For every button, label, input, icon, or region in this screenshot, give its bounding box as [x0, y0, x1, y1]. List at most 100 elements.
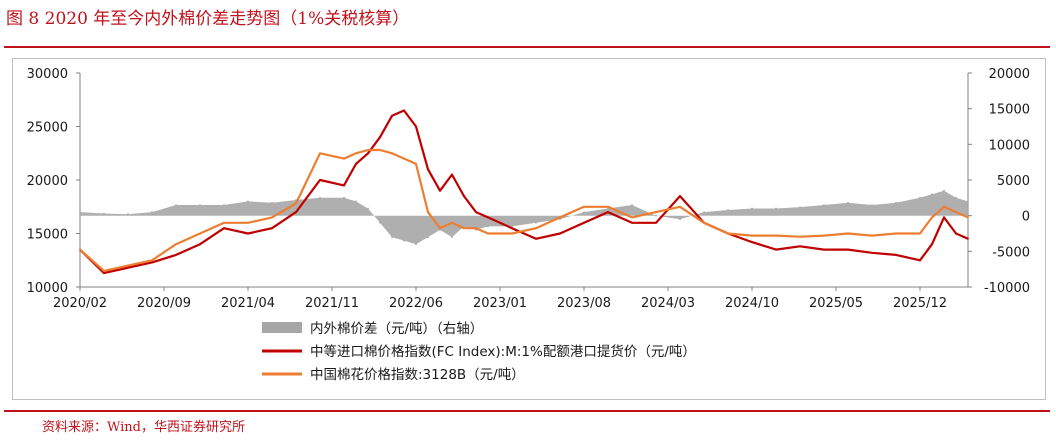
fc-index-line-point	[427, 168, 429, 171]
spread-area-point	[727, 209, 729, 211]
spread-area-point	[631, 204, 633, 206]
right-tick-label: -5000	[992, 245, 1030, 260]
spread-area-point	[415, 243, 417, 246]
cc-index-line-point	[559, 216, 561, 219]
fc-index-line-point	[451, 173, 453, 176]
fc-index-line-point	[847, 248, 849, 251]
fc-index-line-point	[475, 211, 477, 214]
spread-area-point	[451, 236, 453, 239]
cc-index-line-point	[79, 248, 81, 251]
spread-area-point	[919, 196, 921, 199]
fc-index-line-point	[367, 152, 369, 155]
spread-area-point	[703, 211, 705, 214]
fc-index-line-point	[943, 216, 945, 219]
spread-area-point	[823, 204, 825, 206]
x-tick-label: 2020/09	[137, 296, 191, 311]
spread-area-point	[403, 239, 405, 242]
spread-area-point	[199, 204, 201, 206]
spread-area-point	[943, 189, 945, 192]
cc-index-line-point	[451, 221, 453, 224]
spread-area-point	[895, 201, 897, 204]
right-tick-label: 5000	[997, 174, 1030, 189]
fc-index-line-point	[919, 259, 921, 262]
cc-index-line-point	[487, 232, 489, 235]
fc-index-line-point	[655, 221, 657, 224]
spread-area-point	[583, 211, 585, 214]
x-tick-label: 2024/10	[725, 296, 779, 311]
spread-area-point	[103, 212, 105, 215]
left-tick-label: 20000	[27, 174, 68, 189]
cc-index-line-point	[751, 234, 753, 237]
right-tick-label: 15000	[989, 103, 1030, 118]
x-tick-label: 2025/12	[893, 296, 947, 311]
spread-area-point	[391, 236, 393, 239]
fc-index-line-point	[103, 272, 105, 274]
right-tick-label: -10000	[984, 281, 1030, 296]
fc-index-line-point	[775, 248, 777, 251]
spread-area-point	[271, 201, 273, 204]
cc-index-line-point	[127, 264, 129, 267]
cc-index-line-point	[847, 232, 849, 235]
fc-index-line-point	[631, 221, 633, 224]
x-tick-label: 2022/06	[389, 296, 443, 311]
fc-index-line-point	[871, 251, 873, 254]
cc-index-line-point	[871, 234, 873, 237]
bottom-rule	[4, 410, 1050, 412]
fc-index-line-point	[175, 254, 177, 256]
cc-index-line-point	[355, 152, 357, 155]
cc-index-line-point	[439, 227, 441, 230]
fc-index-line-point	[379, 136, 381, 139]
cc-index-line-point	[379, 149, 381, 151]
fc-index-line-point	[931, 243, 933, 246]
legend-label-spread: 内外棉价差（元/吨）（右轴）	[310, 321, 483, 337]
cc-index-line-point	[343, 157, 345, 160]
left-tick-label: 30000	[27, 67, 68, 82]
fc-index-line-point	[511, 227, 513, 230]
fc-index-line-point	[823, 248, 825, 251]
cc-index-line-point	[199, 232, 201, 235]
cc-index-line-point	[955, 211, 957, 214]
fc-index-line-point	[967, 237, 969, 240]
x-tick-label: 2024/03	[641, 296, 695, 311]
spread-area-point	[355, 200, 357, 203]
cc-index-line-point	[223, 221, 225, 224]
x-tick-label: 2021/04	[221, 296, 275, 311]
right-tick-label: 0	[1022, 210, 1030, 225]
x-tick-label: 2020/02	[53, 296, 107, 311]
fc-index-line-point	[559, 232, 561, 235]
spread-area-point	[751, 207, 753, 210]
fc-index-line-point	[151, 261, 153, 264]
fc-index-line-point	[343, 184, 345, 187]
cc-index-line-point	[799, 235, 801, 238]
spread-area-point	[967, 200, 969, 203]
cc-index-line-point	[175, 243, 177, 246]
cc-index-line-point	[403, 157, 405, 160]
spread-area-point	[799, 206, 801, 209]
fc-index-line-point	[955, 232, 957, 235]
fc-index-line-point	[247, 232, 249, 235]
cc-index-line-point	[415, 163, 417, 165]
top-rule	[4, 46, 1050, 48]
cc-index-line-point	[319, 152, 321, 155]
spread-area-point	[319, 196, 321, 199]
cc-index-line-point	[295, 202, 297, 205]
fc-index-line-point	[295, 211, 297, 214]
cc-index-line-point	[151, 259, 153, 262]
fc-index-line-point	[463, 195, 465, 198]
fc-index-line-point	[127, 266, 129, 269]
spread-area-point	[247, 200, 249, 203]
legend-label-fc-index: 中等进口棉价格指数(FC Index):M:1%配额港口提货价（元/吨）	[310, 343, 696, 360]
figure-title: 图 8 2020 年至今内外棉价差走势图（1%关税核算）	[6, 9, 410, 29]
spread-area-point	[679, 218, 681, 221]
fc-index-line-point	[223, 227, 225, 230]
spread-area-point	[535, 221, 537, 224]
spread-area-point	[655, 214, 657, 217]
x-tick-label: 2021/11	[305, 296, 359, 311]
spread-area-point	[151, 211, 153, 214]
fc-index-line-point	[583, 221, 585, 224]
spread-area-point	[871, 204, 873, 206]
fc-index-line-point	[895, 254, 897, 256]
fc-index-line-point	[607, 211, 609, 214]
cc-index-line-point	[271, 216, 273, 219]
right-tick-label: 10000	[989, 138, 1030, 153]
